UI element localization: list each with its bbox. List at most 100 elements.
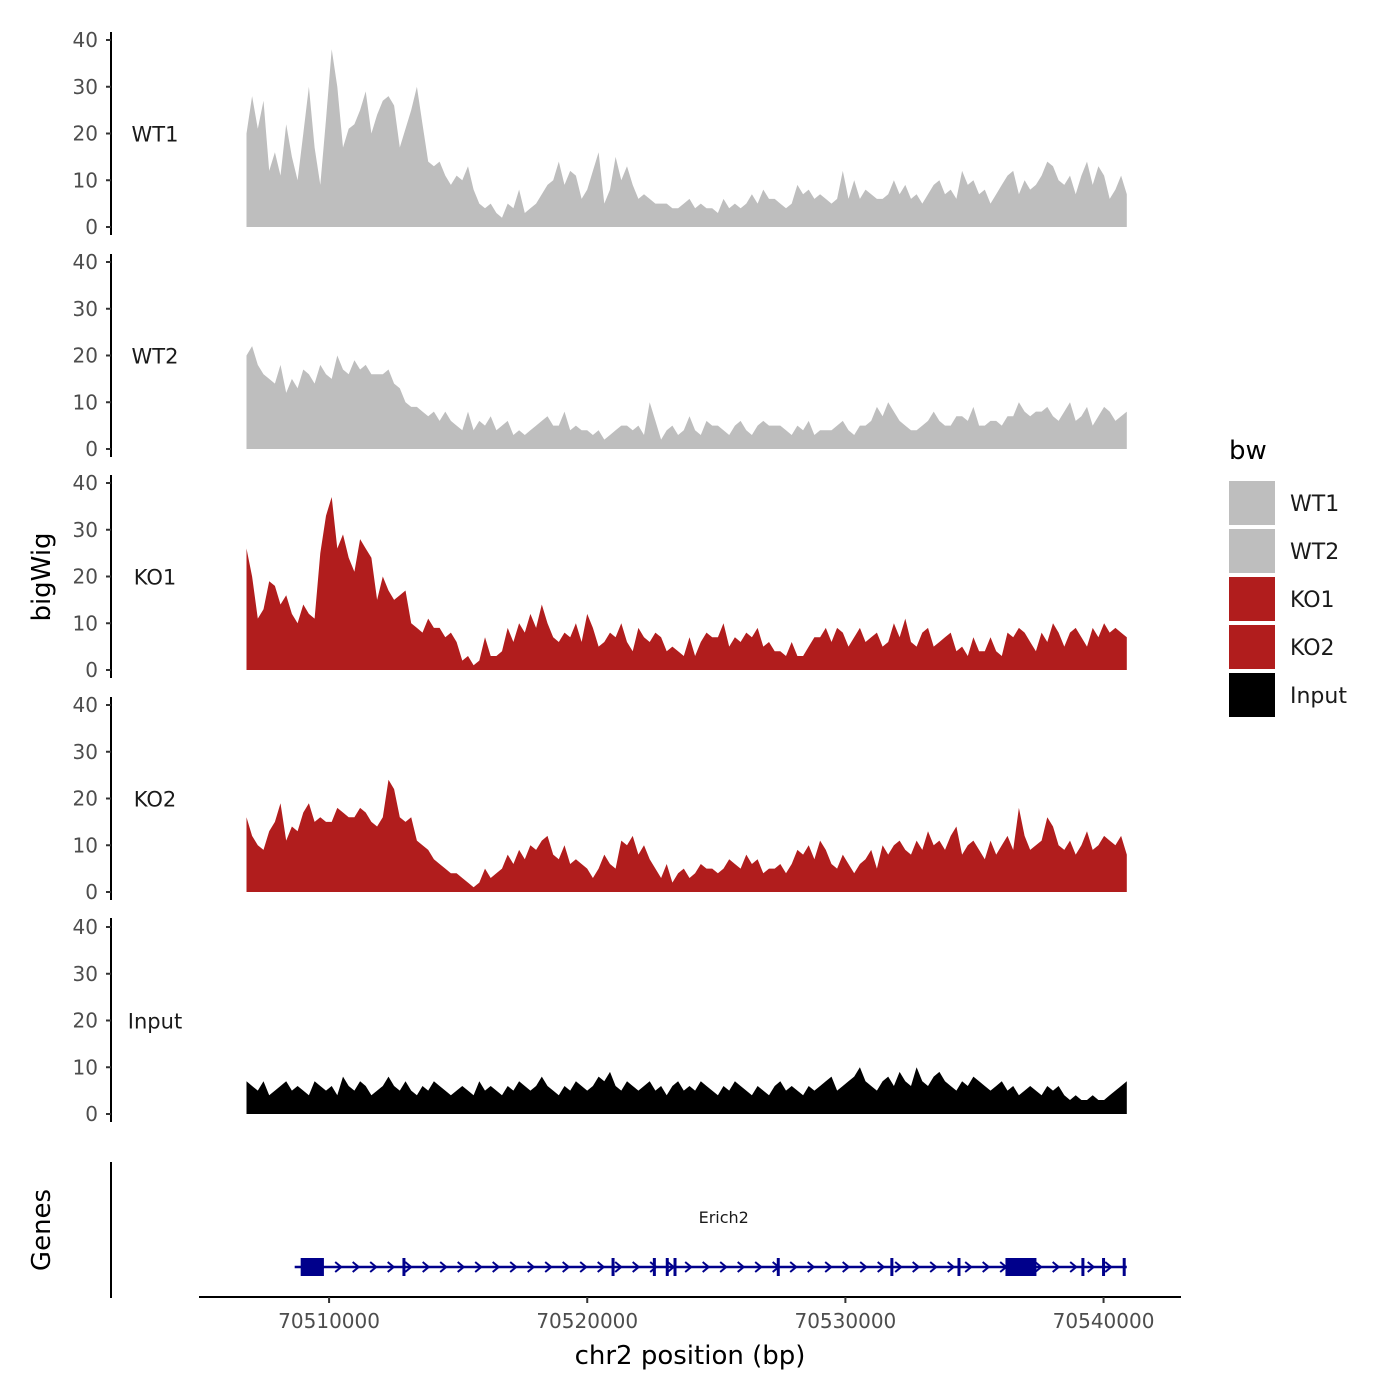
coverage-area-input bbox=[246, 1067, 1127, 1114]
strand-chevron bbox=[474, 1261, 483, 1273]
strand-chevron bbox=[947, 1261, 956, 1273]
strand-chevron bbox=[859, 1261, 868, 1273]
track-ko1: 0 10 20 30 40 KO1 bbox=[73, 471, 1127, 682]
legend-label: Input bbox=[1290, 684, 1347, 709]
strand-chevron bbox=[702, 1261, 711, 1273]
legend-key bbox=[1229, 481, 1275, 525]
gene-exon bbox=[776, 1258, 780, 1276]
y-tick-label: 0 bbox=[85, 880, 98, 904]
gene-exon bbox=[673, 1258, 677, 1276]
strand-chevron bbox=[964, 1261, 973, 1273]
y-tick-label: 30 bbox=[73, 297, 98, 321]
strand-chevron bbox=[492, 1261, 501, 1273]
strand-chevron bbox=[912, 1261, 921, 1273]
strand-chevron bbox=[929, 1261, 938, 1273]
strand-chevron bbox=[527, 1261, 536, 1273]
track-wt1: 0 10 20 30 40 WT1 bbox=[73, 28, 1127, 239]
legend-item-input: Input bbox=[1229, 673, 1347, 717]
strand-chevron bbox=[544, 1261, 553, 1273]
y-tick-label: 40 bbox=[73, 28, 98, 52]
strand-chevron bbox=[754, 1261, 763, 1273]
strand-chevron bbox=[649, 1261, 658, 1273]
track-label: KO2 bbox=[134, 788, 177, 812]
strand-chevron bbox=[1034, 1261, 1043, 1273]
track-label: WT2 bbox=[132, 345, 179, 369]
gene-exon bbox=[611, 1258, 615, 1276]
legend-label: WT1 bbox=[1290, 492, 1339, 517]
y-axis-title: bigWig bbox=[27, 532, 57, 621]
y-tick-label: 10 bbox=[73, 833, 98, 857]
gene-exon bbox=[665, 1258, 669, 1276]
track-input: 0 10 20 30 40 Input bbox=[73, 915, 1127, 1126]
strand-chevron bbox=[369, 1261, 378, 1273]
strand-chevron bbox=[894, 1261, 903, 1273]
y-tick-label: 10 bbox=[73, 168, 98, 192]
y-tick-label: 10 bbox=[73, 1055, 98, 1079]
track-label: Input bbox=[128, 1010, 182, 1034]
y-tick-label: 0 bbox=[85, 215, 98, 239]
legend-label: KO1 bbox=[1290, 588, 1335, 613]
legend-key bbox=[1229, 625, 1275, 669]
coverage-area-wt1 bbox=[246, 49, 1127, 227]
strand-chevron bbox=[632, 1261, 641, 1273]
x-tick-label: 70520000 bbox=[536, 1309, 638, 1333]
gene-label: Erich2 bbox=[699, 1208, 749, 1227]
legend-item-wt1: WT1 bbox=[1229, 481, 1339, 525]
strand-chevron bbox=[877, 1261, 886, 1273]
strand-chevron bbox=[509, 1261, 518, 1273]
y-tick-label: 40 bbox=[73, 471, 98, 495]
legend: bw WT1 WT2 KO1 KO2 Input bbox=[1229, 436, 1347, 717]
y-tick-label: 30 bbox=[73, 962, 98, 986]
y-tick-label: 40 bbox=[73, 250, 98, 274]
coverage-area-ko1 bbox=[246, 497, 1127, 670]
y-tick-label: 20 bbox=[73, 787, 98, 811]
gene-model: Erich2 bbox=[294, 1208, 1127, 1276]
y-tick-label: 0 bbox=[85, 437, 98, 461]
strand-chevron bbox=[842, 1261, 851, 1273]
y-tick-label: 10 bbox=[73, 611, 98, 635]
track-ko2: 0 10 20 30 40 KO2 bbox=[73, 693, 1127, 904]
x-ticks: 70510000 70520000 70530000 70540000 bbox=[278, 1297, 1154, 1333]
track-label: KO1 bbox=[134, 566, 177, 590]
legend-item-ko1: KO1 bbox=[1229, 577, 1335, 621]
strand-chevron bbox=[1104, 1261, 1113, 1273]
x-axis-title: chr2 position (bp) bbox=[575, 1341, 806, 1371]
gene-exon bbox=[1102, 1258, 1106, 1276]
y-tick-label: 20 bbox=[73, 565, 98, 589]
strand-chevron bbox=[614, 1261, 623, 1273]
legend-title: bw bbox=[1229, 436, 1267, 466]
x-axis: 70510000 70520000 70530000 70540000 chr2 po… bbox=[199, 1296, 1181, 1371]
gene-exon bbox=[957, 1258, 961, 1276]
y-tick-label: 30 bbox=[73, 518, 98, 542]
strand-chevron bbox=[1087, 1261, 1096, 1273]
genes-panel: Genes Erich2 bbox=[27, 1162, 1127, 1298]
gene-exon bbox=[402, 1258, 406, 1276]
strand-chevron bbox=[1052, 1261, 1061, 1273]
legend-item-wt2: WT2 bbox=[1229, 529, 1339, 573]
strand-chevron bbox=[807, 1261, 816, 1273]
genes-track-title: Genes bbox=[27, 1189, 57, 1271]
strand-chevron bbox=[684, 1261, 693, 1273]
strand-chevron bbox=[439, 1261, 448, 1273]
x-tick-label: 70530000 bbox=[794, 1309, 896, 1333]
track-wt2: 0 10 20 30 40 WT2 bbox=[73, 250, 1127, 461]
track-label: WT1 bbox=[132, 123, 179, 147]
strand-chevron bbox=[387, 1261, 396, 1273]
legend-entries: WT1 WT2 KO1 KO2 Input bbox=[1229, 481, 1347, 717]
legend-key bbox=[1229, 673, 1275, 717]
strand-chevron bbox=[334, 1261, 343, 1273]
y-tick-label: 40 bbox=[73, 915, 98, 939]
strand-chevron bbox=[737, 1261, 746, 1273]
strand-chevron bbox=[422, 1261, 431, 1273]
gene-exon bbox=[1122, 1258, 1126, 1276]
gene-exon bbox=[1081, 1258, 1085, 1276]
gene-exon bbox=[652, 1258, 656, 1276]
strand-chevron bbox=[982, 1261, 991, 1273]
coverage-area-wt2 bbox=[246, 346, 1127, 449]
gene-exon bbox=[890, 1258, 894, 1276]
strand-chevron bbox=[562, 1261, 571, 1273]
strand-chevron bbox=[404, 1261, 413, 1273]
strand-chevron bbox=[352, 1261, 361, 1273]
y-tick-label: 10 bbox=[73, 390, 98, 414]
